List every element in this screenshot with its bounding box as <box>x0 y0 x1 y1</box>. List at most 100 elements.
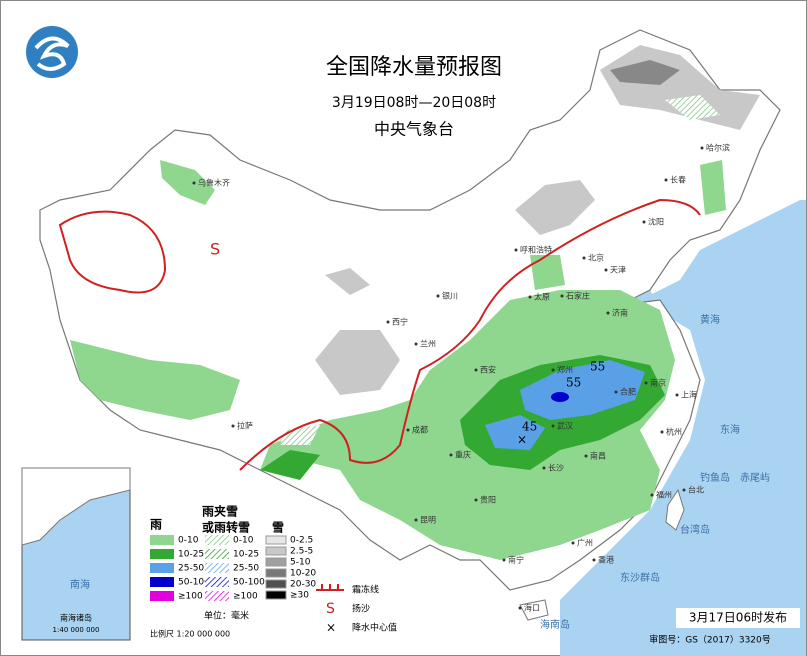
legend-sleet-title: 雨夹雪 <box>202 504 238 519</box>
city-label: 广州 <box>577 538 593 548</box>
legend-label: 25-50 <box>178 564 204 574</box>
legend-label: 50-100 <box>178 578 210 588</box>
sleet-0-10 <box>280 425 320 445</box>
legend-swatch <box>205 577 229 587</box>
frost-line <box>239 198 701 471</box>
legend-swatch <box>150 591 174 601</box>
city-dot <box>436 294 440 298</box>
sea-label: 海南岛 <box>540 618 570 631</box>
snow-0-2.5 <box>515 180 595 235</box>
sea-label: 赤尾屿 <box>740 472 770 484</box>
rain-0-10 <box>70 340 240 420</box>
city-label: 重庆 <box>455 450 471 460</box>
legend-swatch <box>205 591 229 601</box>
legend-label: 0-2.5 <box>290 536 313 546</box>
sea-label: 黄海 <box>700 313 720 326</box>
legend-label: 0-10 <box>233 536 254 546</box>
legend-label: 50-100 <box>233 578 265 588</box>
snow-0-2.5 <box>325 268 370 295</box>
city-dot <box>414 518 418 522</box>
city-label: 长沙 <box>548 463 564 473</box>
city-dot <box>700 146 704 150</box>
center-symbol: × <box>326 621 336 635</box>
legend-swatch <box>150 563 174 573</box>
city-dot <box>675 393 679 397</box>
legend-label: 10-20 <box>290 569 316 579</box>
legend-label: 25-50 <box>233 564 259 574</box>
city-label: 天津 <box>610 265 626 275</box>
city-dot <box>449 453 453 457</box>
city-label: 西安 <box>480 365 496 375</box>
city-dot <box>518 606 522 610</box>
city-dot <box>528 295 532 299</box>
city-label: 海口 <box>524 603 540 613</box>
city-label: 武汉 <box>557 421 573 431</box>
city-label: 郑州 <box>557 365 573 375</box>
city-dot <box>660 430 664 434</box>
city-dot <box>474 498 478 502</box>
legend-label: ≥100 <box>178 592 203 602</box>
city-dot <box>604 268 608 272</box>
legend-unit: 单位：毫米 <box>204 610 249 622</box>
city-dot <box>514 248 518 252</box>
hainan <box>519 599 549 621</box>
issued-box <box>676 608 800 628</box>
city-dot <box>542 466 546 470</box>
inset-scale: 1:40 000 000 <box>53 626 100 634</box>
legend-label: 2.5-5 <box>290 547 313 557</box>
legend-label: 10-25 <box>233 550 259 560</box>
city-label: 南昌 <box>590 451 606 461</box>
issuer: 中央气象台 <box>374 120 454 139</box>
sea-label: 东海 <box>720 423 740 436</box>
city-dot <box>644 381 648 385</box>
city-label: 昆明 <box>420 516 436 525</box>
city-label: 济南 <box>612 308 628 318</box>
city-dot <box>606 311 610 315</box>
city-label: 长春 <box>670 175 686 185</box>
center-value: 45 <box>522 420 537 434</box>
city-dot <box>386 320 390 324</box>
rain-25-50 <box>520 360 645 420</box>
dust-symbol: S <box>326 601 335 617</box>
city-label: 太原 <box>534 292 550 302</box>
city-dot <box>414 342 418 346</box>
taiwan <box>665 488 685 531</box>
sea-label: 钓鱼岛 <box>700 471 730 484</box>
legend-swatch <box>150 535 174 545</box>
city-label: 南京 <box>650 378 666 388</box>
city-label: 福州 <box>656 491 672 500</box>
rain-25-50 <box>485 415 545 450</box>
inset-title: 南海诸岛 <box>60 613 92 623</box>
city-label: 哈尔滨 <box>706 143 730 153</box>
rain-0-10 <box>530 255 565 290</box>
frost-line <box>58 210 167 294</box>
legend-swatch <box>150 549 174 559</box>
legend-swatch <box>265 535 287 545</box>
dust-symbol: S <box>210 240 220 259</box>
city-dot <box>650 493 654 497</box>
rain-0-10 <box>700 160 726 215</box>
city-dot <box>682 488 686 492</box>
city-dot <box>584 454 588 458</box>
legend-swatch <box>265 546 287 556</box>
center-mark: × <box>517 433 527 447</box>
city-label: 石家庄 <box>566 291 590 301</box>
legend-swatch <box>265 568 287 578</box>
city-dot <box>474 368 478 372</box>
legend-label: 0-10 <box>178 536 199 546</box>
city-label: 兰州 <box>420 339 436 349</box>
sea <box>560 200 806 656</box>
snow-0-2.5 <box>315 330 400 395</box>
frost-symbol <box>316 584 344 591</box>
city-dot <box>614 390 618 394</box>
issued: 3月17日06时发布 <box>689 610 787 625</box>
legend-swatch <box>205 549 229 559</box>
center-value: 55 <box>590 360 605 374</box>
legend-label: 20-30 <box>290 580 316 590</box>
legend-swatch <box>265 579 287 589</box>
city-dot <box>192 181 196 185</box>
scale: 比例尺 1:20 000 000 <box>150 629 230 639</box>
legend-label: ≥30 <box>290 591 309 601</box>
city-label: 贵阳 <box>480 495 496 505</box>
